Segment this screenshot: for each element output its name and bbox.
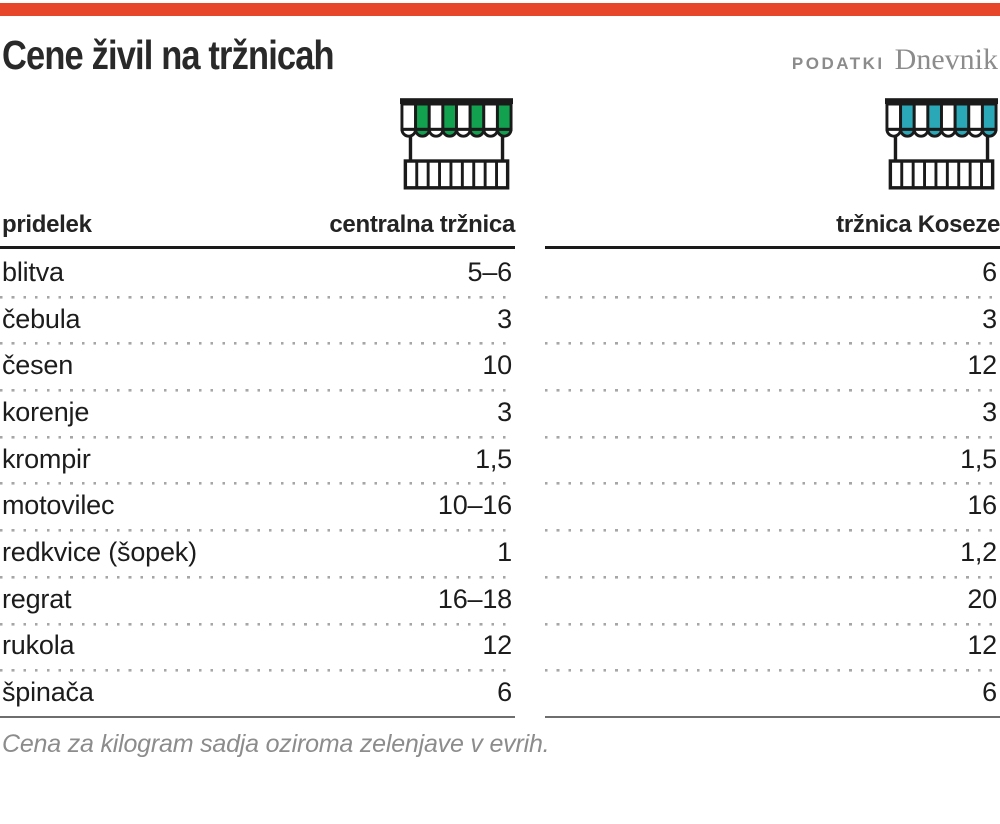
table-row: 1,5 <box>545 435 1000 483</box>
table-body-right: 6 3 12 3 1,5 16 1,2 20 12 6 <box>545 249 1000 718</box>
price-cell: 1 <box>497 536 512 567</box>
price-cell: 3 <box>982 396 997 427</box>
brand-dnevnik-label: Dnevnik <box>894 43 998 76</box>
price-cell: 10–16 <box>437 490 512 521</box>
price-cell: 3 <box>982 303 997 334</box>
table-row: redkvice (šopek) 1 <box>0 529 515 576</box>
price-cell: 3 <box>497 396 512 427</box>
market-stall-teal-icon <box>885 98 998 190</box>
price-cell: 6 <box>982 256 997 287</box>
price-cell: 6 <box>497 677 512 708</box>
table-row: špinača 6 <box>0 669 515 716</box>
awning-scallops <box>885 127 998 138</box>
table-row: 3 <box>545 295 1000 343</box>
stall-base <box>403 159 510 190</box>
table-trznica-koseze: tržnica Koseze 6 3 12 3 1,5 16 1,2 20 12… <box>545 96 1000 718</box>
table-row: regrat 16–18 <box>0 575 515 623</box>
price-cell: 16–18 <box>437 583 512 614</box>
price-cell: 12 <box>482 630 512 661</box>
table-row: 6 <box>545 669 1000 716</box>
column-header-product: pridelek <box>2 211 92 238</box>
stall-base <box>888 159 995 190</box>
table-header-left: pridelek centralna tržnica <box>0 211 515 249</box>
awning-stripes <box>400 102 513 131</box>
table-centralna-trznica: pridelek centralna tržnica blitva 5–6 čeb… <box>0 96 515 718</box>
table-row: 12 <box>545 342 1000 390</box>
table-row: rukola 12 <box>0 622 515 670</box>
masthead: Cene živil na tržnicah PODATKI Dnevnik <box>0 32 1000 78</box>
table-row: 16 <box>545 482 1000 530</box>
price-cell: 1,2 <box>960 536 997 567</box>
product-cell: česen <box>2 350 74 381</box>
icon-row-right <box>545 96 1000 190</box>
table-row: 3 <box>545 389 1000 436</box>
brand-podatki-label: PODATKI <box>791 54 885 73</box>
product-cell: regrat <box>2 583 72 614</box>
stall-posts <box>408 136 505 162</box>
stall-posts <box>893 136 990 162</box>
price-tables: pridelek centralna tržnica blitva 5–6 čeb… <box>0 96 1000 718</box>
table-row: 20 <box>545 575 1000 623</box>
awning-top-bar <box>885 98 998 105</box>
page-title: Cene živil na tržnicah <box>2 32 335 78</box>
product-cell: blitva <box>2 256 64 287</box>
product-cell: redkvice (šopek) <box>2 536 197 567</box>
product-cell: motovilec <box>2 490 115 521</box>
price-cell: 10 <box>482 350 512 381</box>
product-cell: špinača <box>2 677 94 708</box>
table-body-left: blitva 5–6 čebula 3 česen 10 korenje 3 kromp… <box>0 249 515 718</box>
product-cell: korenje <box>2 396 90 427</box>
price-cell: 6 <box>982 677 997 708</box>
product-cell: krompir <box>2 443 91 474</box>
price-cell: 3 <box>497 303 512 334</box>
table-row: česen 10 <box>0 342 515 390</box>
product-cell: čebula <box>2 303 81 334</box>
column-header-centralna-trznica: centralna tržnica <box>329 211 515 238</box>
table-row: motovilec 10–16 <box>0 482 515 530</box>
table-row: krompir 1,5 <box>0 435 515 483</box>
brand-logo: PODATKI Dnevnik <box>792 43 998 77</box>
price-cell: 1,5 <box>475 443 512 474</box>
table-row: 1,2 <box>545 529 1000 576</box>
price-cell: 12 <box>967 630 997 661</box>
table-header-right: tržnica Koseze <box>545 211 1000 249</box>
price-cell: 12 <box>967 350 997 381</box>
table-row: 12 <box>545 622 1000 670</box>
awning-top-bar <box>400 98 513 105</box>
price-cell: 1,5 <box>960 443 997 474</box>
accent-bar <box>0 3 1000 16</box>
price-cell: 16 <box>967 490 997 521</box>
table-row: čebula 3 <box>0 295 515 343</box>
market-stall-green-icon <box>400 98 513 190</box>
table-row: 6 <box>545 249 1000 296</box>
product-cell: rukola <box>2 630 75 661</box>
table-row: blitva 5–6 <box>0 249 515 296</box>
awning-scallops <box>400 127 513 138</box>
price-cell: 5–6 <box>467 256 513 287</box>
column-header-trznica-koseze: tržnica Koseze <box>836 211 1000 238</box>
awning-stripes <box>885 102 998 131</box>
icon-row-left <box>0 96 515 190</box>
footnote: Cena za kilogram sadja oziroma zelenjave… <box>2 730 550 758</box>
price-cell: 20 <box>967 583 997 614</box>
table-row: korenje 3 <box>0 389 515 436</box>
